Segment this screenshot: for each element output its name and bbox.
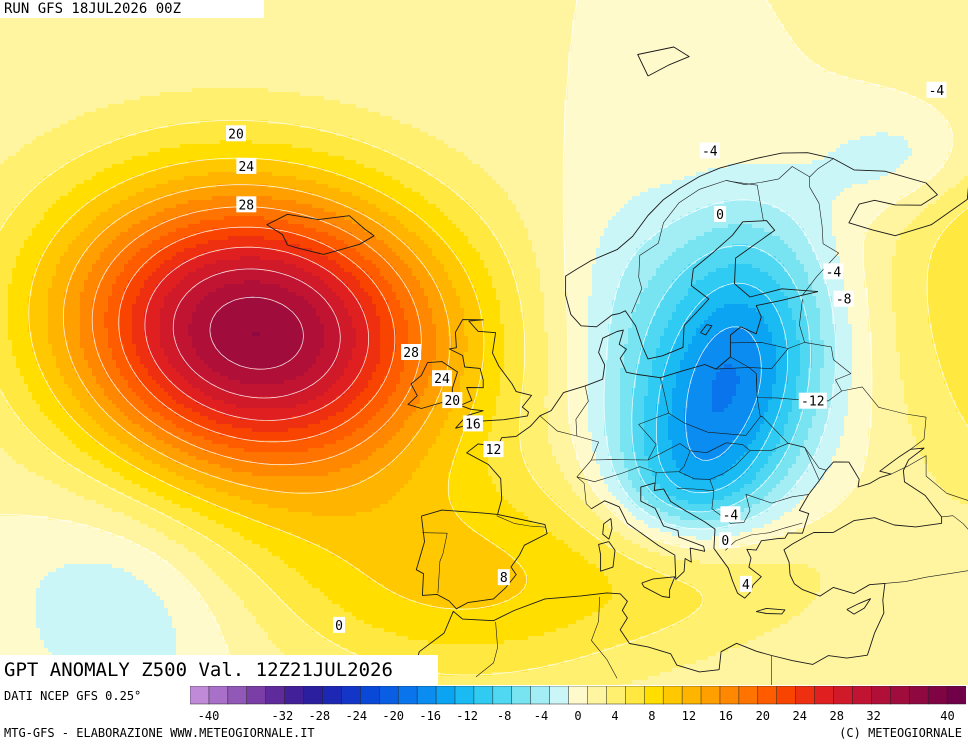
colorbar-swatch xyxy=(493,686,512,704)
colorbar-swatch xyxy=(796,686,815,704)
colorbar-tick-label: -28 xyxy=(308,709,330,723)
colorbar-swatch xyxy=(834,686,853,704)
colorbar-tick-label: 24 xyxy=(792,709,806,723)
colorbar-tick-label: -12 xyxy=(456,709,478,723)
colorbar-swatch xyxy=(266,686,285,704)
colorbar-swatch xyxy=(720,686,739,704)
colorbar-tick-label: 8 xyxy=(648,709,655,723)
colorbar-tick-label: -24 xyxy=(345,709,367,723)
colorbar-tick-label: -8 xyxy=(497,709,511,723)
colorbar-swatch xyxy=(682,686,701,704)
colorbar-tick-label: -40 xyxy=(198,709,220,723)
colorbar-legend: -40 -32 -28 -24 -20 -16 -12 -8 -4 0 4 8 12 16 20 24 28 32… xyxy=(190,686,966,730)
contour-label: 24 xyxy=(238,160,254,175)
contour-label: 0 xyxy=(721,534,729,549)
colorbar-tick-label: 20 xyxy=(756,709,770,723)
colorbar-swatch xyxy=(285,686,304,704)
colorbar-tick-label: 32 xyxy=(866,709,880,723)
contour-label: -4 xyxy=(702,145,718,160)
colorbar-swatch xyxy=(606,686,625,704)
colorbar-swatch xyxy=(379,686,398,704)
colorbar-tick-label: -16 xyxy=(419,709,441,723)
contour-label: 0 xyxy=(716,208,724,223)
colorbar-swatch xyxy=(815,686,834,704)
colorbar-swatch xyxy=(436,686,455,704)
contour-label: -4 xyxy=(929,84,945,99)
contour-label: 16 xyxy=(465,417,481,432)
map-title: GPT ANOMALY Z500 Val. 12Z21JUL2026 xyxy=(0,655,438,685)
colorbar-tick-label: -32 xyxy=(272,709,294,723)
colorbar-swatch xyxy=(190,686,209,704)
colorbar-swatch xyxy=(701,686,720,704)
colorbar-tick-label: -4 xyxy=(534,709,548,723)
contour-label: -8 xyxy=(836,293,852,308)
colorbar-swatch xyxy=(304,686,323,704)
contour-label: 28 xyxy=(403,346,419,361)
contour-label: -4 xyxy=(826,265,842,280)
colorbar-tick-label: 40 xyxy=(940,709,954,723)
colorbar-swatch xyxy=(531,686,550,704)
colorbar-swatch xyxy=(871,686,890,704)
colorbar-swatch xyxy=(587,686,606,704)
contour-label: -12 xyxy=(801,395,824,410)
colorbar-swatch xyxy=(474,686,493,704)
colorbar-tick-label: -20 xyxy=(382,709,404,723)
colorbar-swatch xyxy=(550,686,569,704)
colorbar-swatch xyxy=(777,686,796,704)
contour-label: 24 xyxy=(434,372,450,387)
colorbar-swatch xyxy=(663,686,682,704)
colorbar-swatch xyxy=(625,686,644,704)
colorbar-swatch xyxy=(417,686,436,704)
colorbar-swatch xyxy=(739,686,758,704)
colorbar-swatch xyxy=(360,686,379,704)
colorbar-swatch xyxy=(322,686,341,704)
contour-label: 8 xyxy=(500,571,508,586)
colorbar-tick-label: 16 xyxy=(719,709,733,723)
colorbar-swatch xyxy=(209,686,228,704)
contour-label: -4 xyxy=(723,508,739,523)
colorbar-swatch xyxy=(341,686,360,704)
colorbar-swatch xyxy=(569,686,588,704)
run-label: RUN GFS 18JUL2026 00Z xyxy=(0,0,264,18)
colorbar-swatch xyxy=(398,686,417,704)
colorbar-tick-label: 12 xyxy=(682,709,696,723)
colorbar-swatch xyxy=(852,686,871,704)
colorbar-tick-label: 28 xyxy=(829,709,843,723)
colorbar-swatch xyxy=(909,686,928,704)
colorbar-swatch xyxy=(228,686,247,704)
contour-label: 28 xyxy=(238,198,254,213)
colorbar-swatch xyxy=(644,686,663,704)
contour-label: 20 xyxy=(228,127,244,142)
colorbar-swatch xyxy=(455,686,474,704)
colorbar-swatch xyxy=(758,686,777,704)
contour-label: 12 xyxy=(486,443,502,458)
contour-label: 20 xyxy=(444,394,460,409)
colorbar-tick-label: 0 xyxy=(574,709,581,723)
colorbar-swatch xyxy=(947,686,966,704)
colorbar-tick-label: 4 xyxy=(611,709,618,723)
contour-label: 0 xyxy=(335,619,343,634)
data-source: DATI NCEP GFS 0.25° xyxy=(4,689,141,703)
contour-label: 4 xyxy=(742,578,750,593)
colorbar-swatch xyxy=(512,686,531,704)
colorbar-swatch xyxy=(928,686,947,704)
colorbar-swatch xyxy=(890,686,909,704)
colorbar-swatch xyxy=(247,686,266,704)
